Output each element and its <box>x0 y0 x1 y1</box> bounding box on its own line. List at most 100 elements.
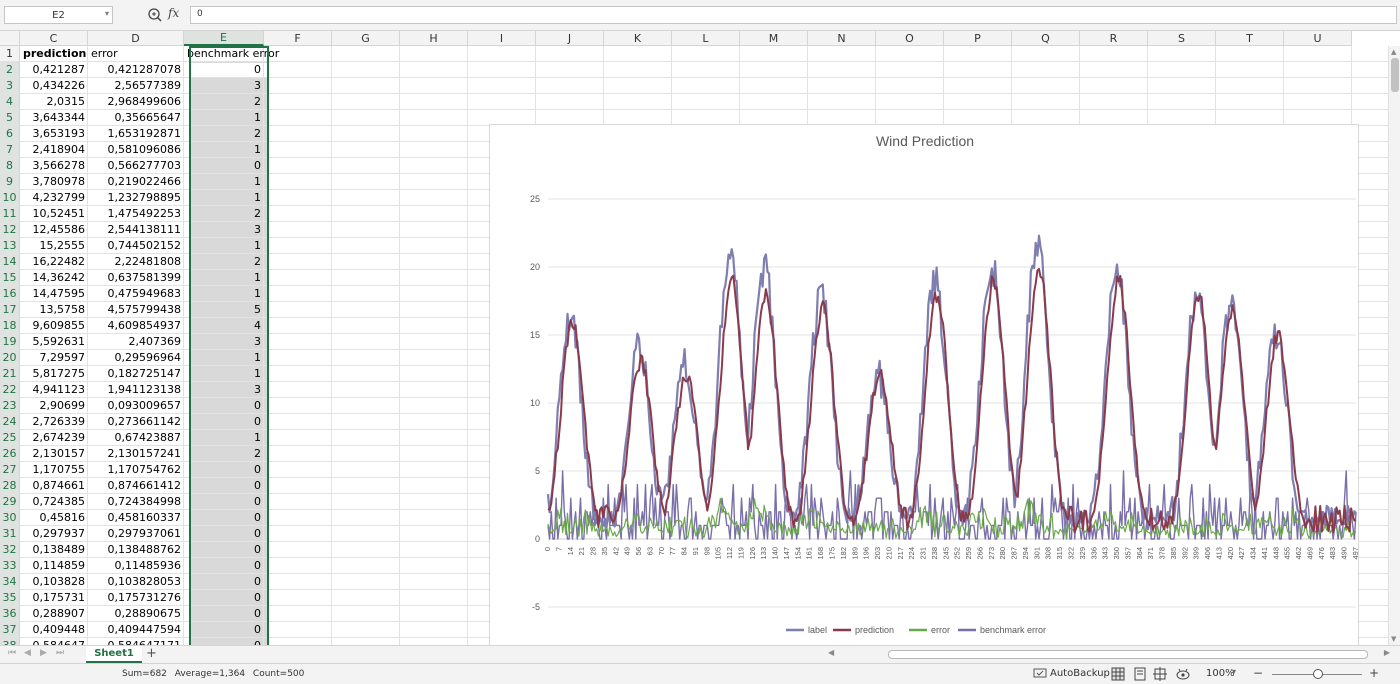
eye-protection-icon[interactable] <box>1176 667 1190 681</box>
row-header[interactable]: 10 <box>0 190 20 206</box>
scroll-left-icon[interactable]: ◀ <box>828 648 835 657</box>
data-cell[interactable]: 16,22482 <box>32 255 86 268</box>
data-cell[interactable]: 0 <box>254 559 261 572</box>
last-sheet-icon[interactable]: ⏭ <box>56 648 65 658</box>
data-cell[interactable]: 0 <box>254 495 261 508</box>
data-cell[interactable]: 0,744502152 <box>107 239 181 252</box>
row-header[interactable]: 25 <box>0 430 20 446</box>
column-header-c[interactable]: C <box>20 31 88 46</box>
row-header[interactable]: 19 <box>0 334 20 350</box>
data-cell[interactable]: 1,941123138 <box>107 383 181 396</box>
header-cell-error[interactable]: error <box>91 47 118 60</box>
data-cell[interactable]: 0,11485936 <box>114 559 181 572</box>
data-cell[interactable]: 0,219022466 <box>107 175 181 188</box>
first-sheet-icon[interactable]: ⏮ <box>8 648 17 658</box>
data-cell[interactable]: 4 <box>254 319 261 332</box>
data-cell[interactable]: 0 <box>254 415 261 428</box>
data-cell[interactable]: 0 <box>254 527 261 540</box>
data-cell[interactable]: 0,566277703 <box>107 159 181 172</box>
data-cell[interactable]: 0 <box>254 511 261 524</box>
column-header-i[interactable]: I <box>468 31 536 46</box>
row-header[interactable]: 5 <box>0 110 20 126</box>
data-cell[interactable]: 0,874661 <box>32 479 86 492</box>
data-cell[interactable]: 1 <box>254 111 261 124</box>
data-cell[interactable]: 0,093009657 <box>107 399 181 412</box>
data-cell[interactable]: 0,35665647 <box>114 111 181 124</box>
column-header-j[interactable]: J <box>536 31 604 46</box>
row-header[interactable]: 12 <box>0 222 20 238</box>
wind-prediction-chart[interactable]: Wind Prediction -5 0 5 10 15 20 25 0 7 14 21 28 35 42 4… <box>489 124 1360 646</box>
row-header[interactable]: 30 <box>0 510 20 526</box>
zoom-level[interactable]: 100% <box>1206 668 1235 679</box>
name-box[interactable]: E2 ▾ <box>4 6 113 24</box>
row-header[interactable]: 4 <box>0 94 20 110</box>
sheet-tab-sheet1[interactable]: Sheet1 <box>86 646 142 663</box>
column-header-m[interactable]: M <box>740 31 808 46</box>
data-cell[interactable]: 2 <box>254 447 261 460</box>
data-cell[interactable]: 2,968499606 <box>107 95 181 108</box>
data-cell[interactable]: 7,29597 <box>39 351 86 364</box>
data-cell[interactable]: 1 <box>254 191 261 204</box>
data-cell[interactable]: 0,434226 <box>32 79 86 92</box>
data-cell[interactable]: 0,175731276 <box>107 591 181 604</box>
data-cell[interactable]: 0,138489 <box>32 543 86 556</box>
data-cell[interactable]: 2 <box>254 95 261 108</box>
data-cell[interactable]: 2,418904 <box>32 143 86 156</box>
data-cell[interactable]: 1,475492253 <box>107 207 181 220</box>
page-break-icon[interactable] <box>1153 667 1167 681</box>
data-cell[interactable]: 2 <box>254 127 261 140</box>
data-cell[interactable]: 0,67423887 <box>114 431 181 444</box>
data-cell[interactable]: 0 <box>184 638 264 645</box>
data-cell[interactable]: 0,297937 <box>32 527 86 540</box>
row-header[interactable]: 36 <box>0 606 20 622</box>
data-cell[interactable]: 0,724384998 <box>107 495 181 508</box>
column-header-t[interactable]: T <box>1216 31 1284 46</box>
data-cell[interactable]: 10,52451 <box>32 207 86 220</box>
data-cell[interactable]: 0 <box>254 63 261 76</box>
autobackup-button[interactable]: AutoBackup <box>1033 667 1110 679</box>
data-cell[interactable]: 1 <box>254 431 261 444</box>
column-header-o[interactable]: O <box>876 31 944 46</box>
data-cell[interactable]: 4,232799 <box>32 191 86 204</box>
data-cell[interactable]: 14,36242 <box>32 271 86 284</box>
data-cell[interactable]: 0,45816 <box>39 511 86 524</box>
data-cell[interactable]: 0,409447594 <box>107 623 181 636</box>
row-header[interactable]: 8 <box>0 158 20 174</box>
row-header[interactable]: 3 <box>0 78 20 94</box>
fx-icon[interactable]: fx <box>168 6 180 20</box>
data-cell[interactable]: 0,103828053 <box>107 575 181 588</box>
row-header[interactable]: 31 <box>0 526 20 542</box>
prev-sheet-icon[interactable]: ◀ <box>24 648 31 658</box>
formula-input[interactable]: 0 <box>190 6 1397 24</box>
row-header[interactable]: 34 <box>0 574 20 590</box>
row-header[interactable]: 23 <box>0 398 20 414</box>
data-cell[interactable]: 0,273661142 <box>107 415 181 428</box>
active-cell[interactable] <box>191 63 267 77</box>
add-sheet-button[interactable]: + <box>146 646 157 661</box>
data-cell[interactable]: 0 <box>254 575 261 588</box>
row-header[interactable]: 24 <box>0 414 20 430</box>
data-cell[interactable]: 0,182725147 <box>107 367 181 380</box>
row-header[interactable]: 1 <box>0 46 20 62</box>
scroll-up-icon[interactable]: ▲ <box>1391 48 1397 56</box>
data-cell[interactable]: 1 <box>254 175 261 188</box>
data-cell[interactable]: 1 <box>254 143 261 156</box>
data-cell[interactable]: 3 <box>254 79 261 92</box>
data-cell[interactable]: 2,407369 <box>128 335 182 348</box>
data-cell[interactable]: 0 <box>254 463 261 476</box>
data-cell[interactable]: 3,653193 <box>32 127 86 140</box>
horizontal-scrollbar[interactable]: ◀ ▶ <box>822 648 1400 661</box>
data-cell[interactable]: 5,592631 <box>32 335 86 348</box>
row-header[interactable]: 9 <box>0 174 20 190</box>
data-cell[interactable]: 3,780978 <box>32 175 86 188</box>
column-header-d[interactable]: D <box>88 31 184 46</box>
vertical-scrollbar[interactable]: ▲ ▼ <box>1388 46 1400 645</box>
data-cell[interactable]: 0,114859 <box>32 559 86 572</box>
row-header[interactable]: 33 <box>0 558 20 574</box>
data-cell[interactable]: 5,817275 <box>32 367 86 380</box>
next-sheet-icon[interactable]: ▶ <box>40 648 47 658</box>
data-cell[interactable]: 4,941123 <box>32 383 86 396</box>
row-header[interactable]: 38 <box>0 638 20 645</box>
data-cell[interactable]: 0,584647 <box>20 638 88 645</box>
zoom-in-button[interactable]: + <box>1369 666 1380 680</box>
